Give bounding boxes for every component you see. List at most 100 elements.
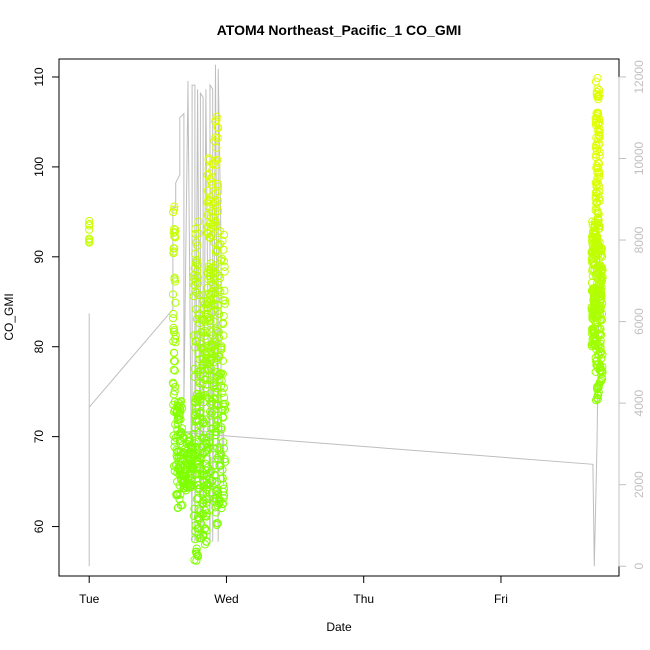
data-point xyxy=(168,290,178,299)
data-point xyxy=(196,464,205,473)
data-point xyxy=(211,207,220,216)
data-point xyxy=(198,354,207,364)
data-point xyxy=(190,364,199,373)
data-point xyxy=(203,455,212,464)
data-point xyxy=(592,140,601,149)
data-point xyxy=(215,310,224,319)
data-point xyxy=(203,463,213,472)
data-point xyxy=(219,257,228,266)
data-point xyxy=(201,524,210,533)
data-point xyxy=(195,462,204,471)
data-point xyxy=(210,345,219,354)
data-point xyxy=(596,261,605,270)
data-point xyxy=(198,490,207,499)
data-point xyxy=(219,437,228,447)
data-point xyxy=(195,396,204,405)
data-point xyxy=(216,474,225,483)
data-point xyxy=(190,331,199,340)
x-tick-label: Thu xyxy=(353,592,374,606)
data-point xyxy=(596,348,605,357)
data-point xyxy=(212,325,221,334)
data-point xyxy=(213,179,222,188)
data-point xyxy=(592,396,601,405)
data-point xyxy=(195,355,204,364)
data-point xyxy=(203,365,212,374)
data-point xyxy=(170,357,179,366)
data-point xyxy=(213,133,222,143)
data-point xyxy=(194,217,203,226)
data-point xyxy=(215,446,224,455)
data-point xyxy=(211,261,220,270)
data-point xyxy=(592,203,601,212)
data-point xyxy=(192,415,201,424)
data-point xyxy=(218,499,228,508)
data-point xyxy=(203,228,212,237)
data-point xyxy=(220,393,229,402)
y-tick-label: 70 xyxy=(32,430,46,444)
data-point xyxy=(217,425,226,434)
data-point xyxy=(168,378,177,387)
data-point xyxy=(85,225,94,234)
data-point xyxy=(190,504,199,513)
data-point xyxy=(219,331,228,340)
data-point xyxy=(213,182,222,191)
data-point xyxy=(598,273,607,282)
data-point xyxy=(595,182,604,191)
data-point xyxy=(598,368,607,377)
data-point xyxy=(195,534,204,543)
data-point xyxy=(168,314,178,323)
data-point xyxy=(594,224,603,234)
data-point xyxy=(207,223,216,232)
y-tick-label: 80 xyxy=(32,340,46,354)
data-point xyxy=(208,280,217,289)
data-point xyxy=(217,376,226,385)
data-point xyxy=(200,375,209,384)
data-point xyxy=(189,429,198,438)
data-point xyxy=(215,499,224,509)
data-point xyxy=(593,168,602,177)
data-point xyxy=(191,249,200,259)
data-point xyxy=(193,551,202,560)
data-point xyxy=(190,439,199,448)
data-point xyxy=(595,330,605,339)
data-point xyxy=(592,109,601,118)
data-point xyxy=(173,503,183,512)
data-point xyxy=(595,172,604,181)
data-point xyxy=(216,287,225,296)
data-point xyxy=(169,323,178,332)
data-point xyxy=(212,421,221,430)
data-point xyxy=(199,328,208,337)
data-point xyxy=(214,353,224,362)
data-point xyxy=(170,232,179,241)
data-point xyxy=(596,305,605,315)
data-point xyxy=(169,348,179,357)
data-point xyxy=(212,222,221,231)
data-point xyxy=(210,156,219,165)
chart-title: ATOM4 Northeast_Pacific_1 CO_GMI xyxy=(217,22,462,38)
data-point xyxy=(597,291,606,301)
data-point xyxy=(199,509,208,519)
y2-tick-label: 6000 xyxy=(632,308,646,335)
data-point xyxy=(176,397,185,406)
data-point xyxy=(199,344,208,353)
data-point xyxy=(181,472,190,481)
data-point xyxy=(211,341,220,350)
data-point xyxy=(195,319,204,328)
data-point xyxy=(212,520,221,530)
y-axis-label: CO_GMI xyxy=(2,293,16,340)
data-point xyxy=(184,455,194,464)
data-point xyxy=(213,123,222,132)
data-point xyxy=(197,315,206,324)
altitude-line xyxy=(88,64,602,567)
data-point xyxy=(85,234,94,243)
data-point xyxy=(220,262,229,271)
data-point xyxy=(178,433,188,442)
data-point xyxy=(216,227,225,236)
data-point xyxy=(169,365,178,375)
data-point xyxy=(209,461,218,470)
data-point xyxy=(169,208,178,217)
y2-tick-label: 2000 xyxy=(632,471,646,498)
data-point xyxy=(192,238,201,247)
data-point xyxy=(193,241,202,250)
